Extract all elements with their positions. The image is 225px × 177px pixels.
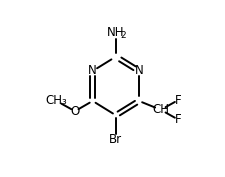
Text: N: N [88,64,97,78]
Text: F: F [174,94,180,107]
Text: N: N [134,64,143,78]
Text: CH: CH [152,103,169,116]
Text: Br: Br [109,133,122,146]
Text: O: O [70,105,79,118]
Text: CH₃: CH₃ [45,95,67,107]
Text: NH: NH [107,26,124,39]
Text: 2: 2 [120,32,126,41]
Text: F: F [174,113,180,126]
